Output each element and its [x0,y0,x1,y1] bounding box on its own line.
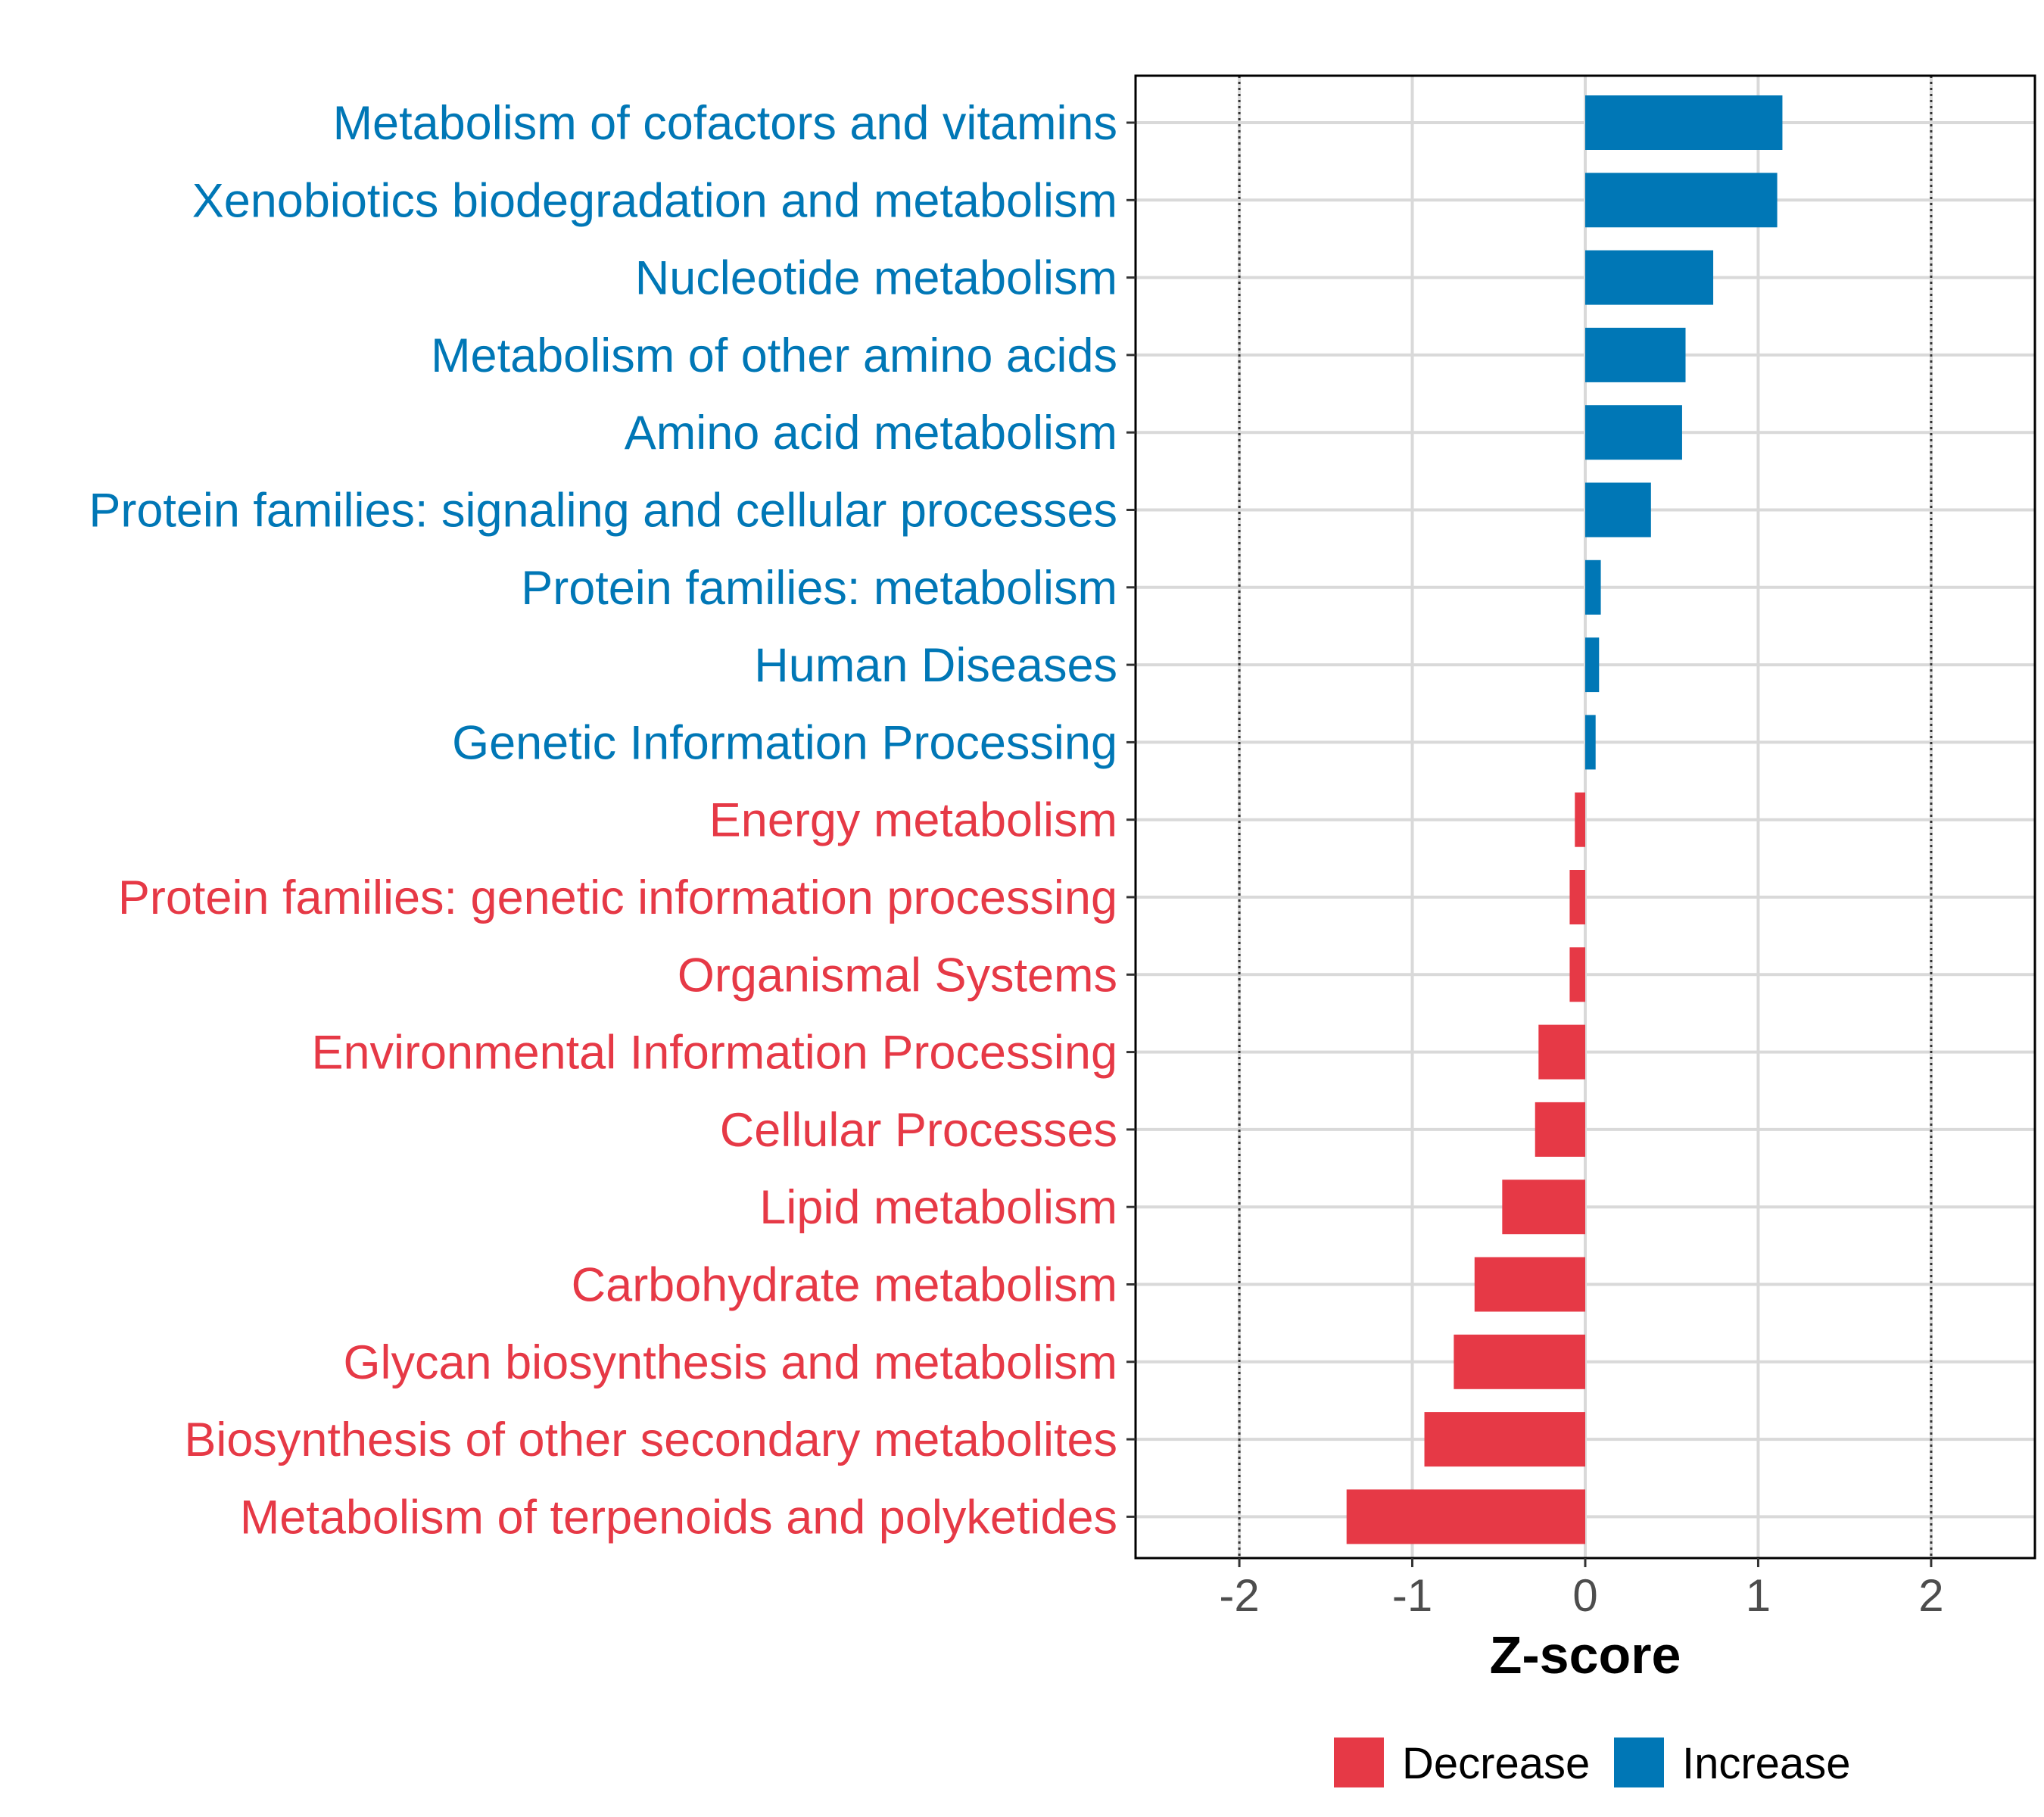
x-tick-label: -1 [1392,1570,1432,1621]
bar [1569,947,1585,1002]
category-label: Lipid metabolism [759,1181,1117,1234]
legend: Decrease Increase [1334,1738,1850,1788]
x-tick-label: -2 [1219,1570,1259,1621]
x-axis-title: Z-score [1490,1625,1681,1685]
bar [1585,482,1651,538]
bar [1424,1412,1585,1467]
category-label: Environmental Information Processing [311,1027,1117,1080]
category-label: Nucleotide metabolism [635,252,1117,305]
category-label: Protein families: metabolism [521,562,1117,615]
category-label: Carbohydrate metabolism [572,1259,1117,1312]
bars [1346,95,1783,1544]
category-label: Xenobiotics biodegradation and metabolis… [192,174,1117,227]
category-label: Metabolism of other amino acids [431,329,1117,382]
category-label: Metabolism of terpenoids and polyketides [240,1491,1117,1544]
x-tick-label: 2 [1918,1570,1943,1621]
category-label: Cellular Processes [720,1104,1117,1157]
category-label: Metabolism of cofactors and vitamins [333,97,1117,150]
bar [1585,637,1600,693]
legend-label: Increase [1682,1739,1850,1788]
category-label: Protein families: genetic information pr… [118,871,1117,924]
bar [1569,870,1585,924]
bar [1585,173,1778,228]
x-tick-label: 0 [1572,1570,1597,1621]
legend-swatch [1334,1738,1384,1787]
category-label: Glycan biosynthesis and metabolism [344,1336,1118,1389]
category-label: Protein families: signaling and cellular… [89,485,1117,538]
bar [1585,559,1601,615]
bar [1585,715,1596,770]
y-axis-ticks: Metabolism of cofactors and vitamins Xeno… [89,97,1136,1544]
bar [1585,95,1783,150]
bar [1502,1180,1585,1235]
bar [1585,250,1714,305]
reference-lines [1238,76,1933,1558]
bar [1538,1024,1585,1080]
category-label: Biosynthesis of other secondary metaboli… [184,1413,1117,1466]
legend-label: Decrease [1402,1739,1590,1788]
bar [1585,327,1686,382]
category-label: Amino acid metabolism [625,407,1117,460]
bar [1454,1334,1585,1389]
category-label: Energy metabolism [709,794,1117,847]
category-label: Genetic Information Processing [452,716,1117,769]
category-label: Human Diseases [754,639,1117,692]
bar [1535,1102,1585,1157]
bar [1346,1489,1585,1544]
legend-swatch [1614,1738,1664,1787]
x-axis-ticks: -2 -1 0 1 2 [1219,1558,1944,1621]
bar [1575,792,1585,847]
bar [1474,1257,1585,1312]
x-tick-label: 1 [1746,1570,1771,1621]
category-label: Organismal Systems [678,949,1117,1002]
bar [1585,405,1682,460]
